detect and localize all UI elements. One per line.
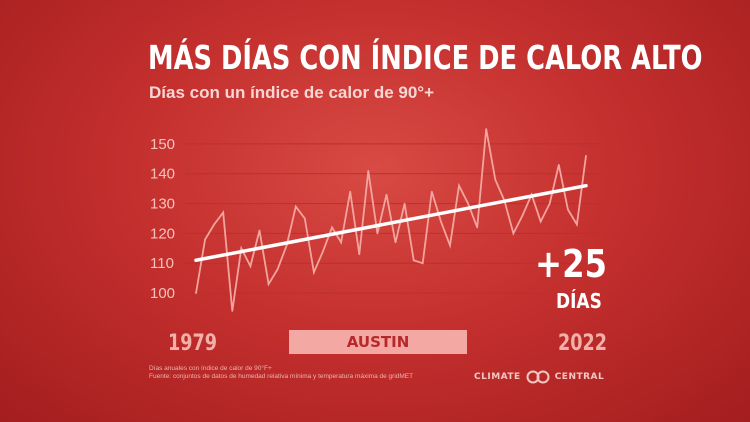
logo-rings-icon: [526, 370, 550, 384]
data-point-1981: [213, 223, 215, 226]
grid-lines: [185, 143, 600, 294]
data-point-1987: [267, 283, 270, 285]
y-tick-label: 130: [150, 196, 175, 213]
data-point-2014: [512, 232, 515, 235]
data-point-1979: [195, 292, 197, 294]
data-point-2010: [476, 226, 478, 229]
data-point-1983: [231, 310, 234, 312]
y-tick-label: 100: [150, 285, 175, 302]
data-point-1994: [331, 226, 333, 229]
delta-unit: DÍAS: [556, 289, 602, 313]
data-point-2018: [548, 202, 551, 205]
data-point-1997: [358, 253, 361, 256]
data-point-2011: [485, 128, 488, 130]
data-point-2001: [394, 241, 397, 244]
data-point-2008: [458, 184, 460, 187]
data-point-1985: [249, 265, 252, 268]
y-tick-label: 110: [150, 255, 174, 272]
data-point-1992: [313, 271, 315, 273]
y-tick-label: 140: [150, 166, 175, 183]
x-axis-start-year: 1979: [168, 331, 217, 356]
data-point-1986: [258, 229, 261, 232]
footnote-line-1: Días anuales con índice de calor de 90°F…: [149, 365, 272, 372]
location-label: AUSTIN: [289, 330, 467, 354]
data-point-2002: [403, 202, 406, 205]
data-point-1982: [222, 211, 225, 214]
data-point-1988: [276, 268, 279, 271]
logo-text-right: CENTRAL: [554, 372, 605, 382]
data-point-2012: [494, 178, 497, 181]
data-point-1996: [349, 190, 351, 193]
data-point-1999: [376, 232, 379, 235]
data-point-1998: [367, 169, 370, 172]
data-point-2015: [521, 214, 524, 217]
x-axis-end-year: 2022: [558, 331, 607, 356]
data-point-1991: [304, 217, 306, 220]
data-point-2007: [449, 244, 451, 247]
footnote-source: Fuente: conjuntos de datos de humedad re…: [149, 373, 414, 380]
chart-title: MÁS DÍAS CON ÍNDICE DE CALOR ALTO: [148, 38, 703, 77]
data-point-1993: [322, 250, 324, 253]
data-point-1989: [285, 244, 288, 247]
series-line: [195, 128, 587, 312]
y-axis-ticks: 100 110 120 130 140 150: [150, 136, 175, 302]
data-point-2020: [567, 208, 569, 211]
delta-value: +25: [535, 242, 608, 286]
heat-index-days-series: [195, 128, 587, 312]
footnote: Días anuales con índice de calor de 90°F…: [149, 365, 413, 381]
climate-central-logo: CLIMATE CENTRAL: [474, 370, 604, 384]
trend-line-segment: [194, 183, 588, 263]
data-point-1980: [204, 238, 206, 241]
data-point-2005: [431, 190, 433, 193]
y-tick-label: 120: [150, 225, 175, 242]
trend-line: [194, 183, 588, 263]
data-point-1990: [294, 205, 297, 208]
data-point-2019: [557, 163, 560, 166]
data-point-2000: [385, 193, 388, 196]
data-point-2022: [585, 155, 587, 157]
data-point-2021: [576, 223, 578, 226]
y-tick-label: 150: [150, 136, 175, 153]
data-point-1984: [240, 247, 243, 250]
logo-text-left: CLIMATE: [474, 372, 521, 382]
data-point-2004: [421, 262, 424, 265]
data-point-1995: [340, 241, 342, 244]
chart-subtitle: Días con un índice de calor de 90°+: [149, 83, 435, 102]
data-point-2009: [467, 202, 469, 205]
data-point-2006: [440, 220, 442, 223]
data-point-2017: [539, 220, 542, 223]
data-point-2003: [412, 259, 415, 262]
